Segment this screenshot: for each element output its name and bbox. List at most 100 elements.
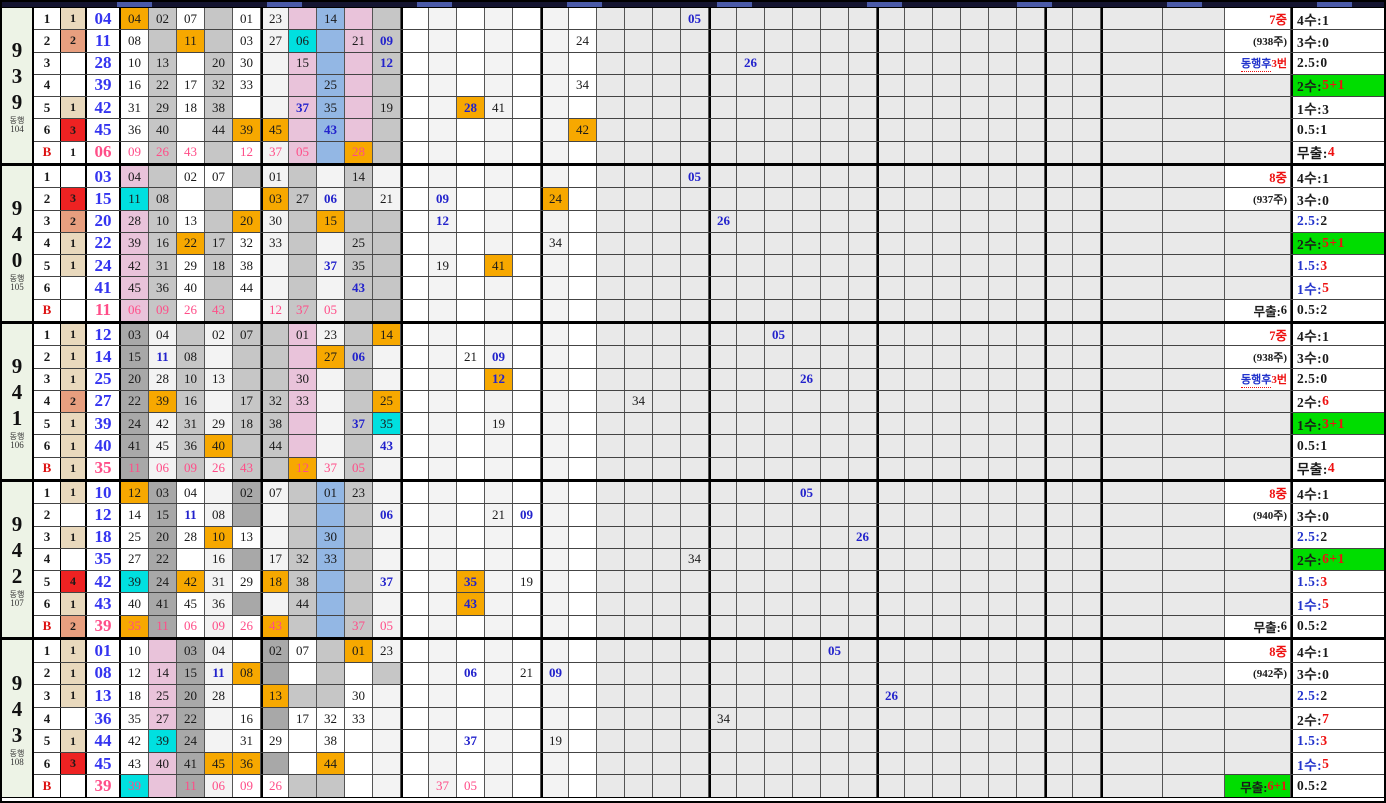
grid-cell [401, 662, 429, 685]
grid-cell [485, 324, 513, 346]
number-row-1: 1 1 10 12 03 04 02 07 01 23 05 8중 4수:1 [34, 482, 1384, 505]
grid-cell: 04 [177, 482, 205, 504]
grid-cell [961, 685, 989, 707]
grid-cell [177, 52, 205, 74]
number-row-3: 3 1 13 18 25 20 28 13 30 26 2.5: 2 [34, 685, 1384, 708]
stat-cell: 4수:1 [1291, 166, 1384, 188]
grid-cell [681, 232, 709, 255]
grid-cell [933, 640, 961, 662]
row-index: 6 [34, 277, 61, 299]
grid-cell [541, 346, 569, 368]
grid-cell [513, 30, 541, 52]
spacer-cell [1163, 662, 1225, 685]
grid-cell [821, 210, 849, 232]
hit-count-cell: 1 [61, 482, 87, 504]
winning-number: 11 [87, 299, 121, 321]
grid-cell [877, 482, 905, 504]
spacer-cell [1163, 277, 1225, 299]
grid-cell: 33 [233, 74, 261, 97]
grid-cell: 39 [149, 390, 177, 413]
grid-cell [961, 74, 989, 97]
annotation-cell [1225, 707, 1291, 730]
grid-cell [905, 482, 933, 504]
grid-cell [1017, 97, 1045, 119]
grid-cell [541, 30, 569, 52]
grid-cell [541, 390, 569, 413]
grid-cell [625, 775, 653, 798]
grid-cell [597, 662, 625, 685]
grid-cell [905, 119, 933, 141]
grid-cell [429, 8, 457, 30]
grid-cell [653, 188, 681, 210]
grid-cell [821, 277, 849, 299]
grid-cell [737, 188, 765, 210]
hit-count-cell [61, 52, 87, 74]
spacer-cell [1163, 390, 1225, 413]
grid-cell [765, 188, 793, 210]
stat-cell: 2.5: 2 [1291, 685, 1384, 707]
grid-cell [989, 548, 1017, 571]
grid-cell [513, 368, 541, 390]
grid-cell [429, 390, 457, 413]
grid-cell [793, 571, 821, 593]
annotation-text: 3번 [1271, 58, 1287, 71]
grid-cell [961, 30, 989, 52]
grid-cell: 32 [233, 232, 261, 255]
grid-cell: 05 [345, 457, 373, 479]
draw-number-label: 9 4 1 동행 106 [2, 324, 34, 479]
grid-cell [457, 685, 485, 707]
grid-cell [961, 232, 989, 255]
spacer-cell [1163, 368, 1225, 390]
row-index: 2 [34, 504, 61, 526]
spacer-cell [1163, 615, 1225, 637]
grid-cell [401, 324, 429, 346]
grid-cell: 45 [205, 752, 233, 775]
grid-cell [821, 52, 849, 74]
grid-cell: 38 [289, 571, 317, 593]
grid-cell [513, 752, 541, 775]
grid-cell: 35 [317, 97, 345, 119]
grid-cell: 13 [177, 210, 205, 232]
grid-cell [429, 730, 457, 752]
stat-text: 4 [1327, 460, 1336, 476]
grid-cell [905, 255, 933, 277]
grid-cell [513, 593, 541, 615]
grid-cell [877, 593, 905, 615]
spacer-cell [1163, 210, 1225, 232]
stat-text: 2수: [1297, 553, 1323, 569]
grid-cell [597, 368, 625, 390]
grid-cell [989, 640, 1017, 662]
grid-cell [1045, 504, 1073, 526]
grid-cell [513, 277, 541, 299]
grid-cell [541, 435, 569, 457]
spacer-cell [1101, 74, 1163, 97]
grid-cell [513, 255, 541, 277]
grid-cell [709, 752, 737, 775]
grid-cell: 09 [541, 662, 569, 685]
grid-cell [289, 346, 317, 368]
grid-cell: 27 [289, 188, 317, 210]
grid-cell [597, 752, 625, 775]
grid-cell [961, 346, 989, 368]
grid-cell [597, 232, 625, 255]
grid-cell [653, 548, 681, 571]
hit-count-cell: 1 [61, 8, 87, 30]
grid-cell: 12 [373, 52, 401, 74]
annotation-cell [1225, 457, 1291, 479]
grid-cell [737, 482, 765, 504]
grid-cell [681, 188, 709, 210]
number-row-1: 1 1 12 03 04 02 07 01 23 14 05 7중 4수:1 [34, 324, 1384, 347]
grid-cell [625, 299, 653, 321]
grid-cell: 05 [317, 299, 345, 321]
grid-cell: 08 [177, 346, 205, 368]
grid-cell [1017, 232, 1045, 255]
grid-cell [485, 299, 513, 321]
grid-cell [597, 775, 625, 798]
grid-cell: 30 [233, 52, 261, 74]
grid-cell [429, 232, 457, 255]
grid-cell [821, 548, 849, 571]
grid-cell [653, 640, 681, 662]
grid-cell [653, 457, 681, 479]
grid-cell: 13 [233, 526, 261, 548]
grid-cell: 07 [177, 8, 205, 30]
